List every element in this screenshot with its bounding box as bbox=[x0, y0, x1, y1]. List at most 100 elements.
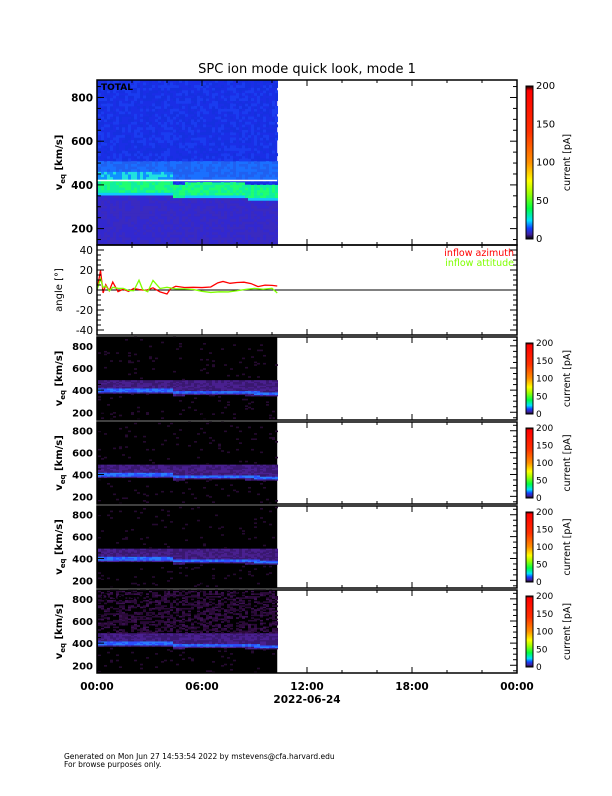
spectrogram-cell bbox=[191, 206, 194, 209]
spectrogram-cell bbox=[128, 93, 131, 96]
spectrogram-cell bbox=[146, 193, 149, 196]
spectrogram-cell bbox=[167, 458, 170, 460]
spectrogram-cell bbox=[275, 206, 278, 209]
spectrogram-cell bbox=[275, 137, 278, 140]
spectrogram-cell bbox=[227, 148, 230, 151]
spectrogram-cell bbox=[149, 174, 152, 177]
spectrogram-cell bbox=[152, 156, 155, 159]
spectrogram-cell bbox=[98, 161, 101, 164]
spectrogram-cell bbox=[245, 177, 248, 180]
spectrogram-cell bbox=[119, 96, 122, 99]
spectrogram-cell bbox=[119, 549, 122, 551]
spectrogram-cell bbox=[143, 190, 146, 193]
spectrogram-cell bbox=[104, 187, 107, 190]
spectrogram-cell bbox=[194, 200, 197, 203]
spectrogram-cell bbox=[161, 232, 164, 235]
spectrogram-cell bbox=[212, 143, 215, 146]
spectrogram-cell bbox=[116, 140, 119, 143]
spectrogram-cell bbox=[212, 203, 215, 206]
spectrogram-cell bbox=[140, 211, 143, 214]
spectrogram-cell bbox=[203, 124, 206, 127]
spectrogram-cell bbox=[143, 140, 146, 143]
spectrogram-cell bbox=[176, 348, 179, 350]
spectrogram-cell bbox=[128, 161, 131, 164]
spectrogram-cell bbox=[107, 166, 110, 169]
spectrogram-cell bbox=[107, 164, 110, 167]
spectrogram-cell bbox=[101, 127, 104, 130]
spectrogram-cell bbox=[224, 206, 227, 209]
spectrogram-cell bbox=[194, 166, 197, 169]
spectrogram-cell bbox=[215, 380, 218, 382]
spectrogram-cell bbox=[221, 132, 224, 135]
spectrogram-cell bbox=[224, 221, 227, 224]
spectrogram-cell bbox=[119, 232, 122, 235]
spectrogram-cell bbox=[161, 166, 164, 169]
spectrogram-cell bbox=[143, 143, 146, 146]
spectrogram-cell bbox=[149, 356, 152, 358]
spectrogram-cell bbox=[137, 208, 140, 211]
spectrogram-cell bbox=[107, 465, 110, 467]
spectrogram-cell bbox=[194, 132, 197, 135]
spectrogram-cell bbox=[188, 208, 191, 211]
spectrogram-cell bbox=[137, 166, 140, 169]
spectrogram-cell bbox=[194, 190, 197, 193]
spectrogram-cell bbox=[122, 227, 125, 230]
spectrogram-cell bbox=[197, 219, 200, 222]
spectrogram-cell bbox=[167, 465, 170, 467]
spectrogram-cell bbox=[134, 423, 137, 425]
spectrogram-cell bbox=[146, 111, 149, 114]
spectrogram-cell bbox=[242, 161, 245, 164]
spectrogram-cell bbox=[137, 360, 140, 362]
spectrogram-cell bbox=[137, 106, 140, 109]
spectrogram-cell bbox=[221, 465, 224, 467]
spectrogram-cell bbox=[158, 190, 161, 193]
spectrogram-cell bbox=[272, 177, 275, 180]
spectrogram-cell bbox=[128, 232, 131, 235]
spectrogram-cell bbox=[227, 172, 230, 175]
spectrogram-cell bbox=[251, 438, 254, 440]
spectrogram-cell bbox=[167, 101, 170, 104]
spectrogram-cell bbox=[206, 122, 209, 125]
spectrogram-cell bbox=[134, 145, 137, 148]
spectrogram-cell bbox=[212, 185, 215, 188]
spectrogram-cell bbox=[131, 122, 134, 125]
spectrogram-cell bbox=[221, 348, 224, 350]
spectrogram-cell bbox=[179, 413, 182, 415]
spectrogram-cell bbox=[98, 109, 101, 112]
spectrogram-cell bbox=[113, 412, 116, 414]
spectrogram-cell bbox=[116, 143, 119, 146]
spectrogram-cell bbox=[275, 431, 278, 433]
spectrogram-cell bbox=[242, 135, 245, 138]
spectrogram-cell bbox=[140, 193, 143, 196]
spectrogram-cell bbox=[188, 174, 191, 177]
spectrogram-cell bbox=[254, 137, 257, 140]
spectrogram-cell bbox=[110, 221, 113, 224]
spectrogram-cell bbox=[101, 166, 104, 169]
spectrogram-cell bbox=[197, 85, 200, 88]
spectrogram-cell bbox=[272, 111, 275, 114]
spectrogram-cell bbox=[215, 182, 218, 185]
spectrogram-cell bbox=[104, 114, 107, 117]
spectrogram-cell bbox=[275, 203, 278, 206]
spectrogram-cell bbox=[107, 172, 110, 175]
spectrogram-cell bbox=[158, 172, 161, 175]
spectrogram-cell bbox=[143, 229, 146, 232]
spectrogram-cell bbox=[230, 177, 233, 180]
spectrogram-cell bbox=[164, 101, 167, 104]
spectrogram-cell bbox=[257, 185, 260, 188]
spectrogram-cell bbox=[236, 185, 239, 188]
spectrogram-cell bbox=[248, 174, 251, 177]
spectrogram-cell bbox=[176, 190, 179, 193]
spectrogram-cell bbox=[245, 214, 248, 217]
spectrogram-cell bbox=[200, 224, 203, 227]
spectrogram-cell bbox=[164, 114, 167, 117]
spectrogram-cell bbox=[122, 172, 125, 175]
spectrogram-cell bbox=[242, 185, 245, 188]
spectrogram-cell bbox=[233, 132, 236, 135]
spectrogram-cell bbox=[269, 130, 272, 133]
spectrogram-cell bbox=[167, 232, 170, 235]
colorbar-tick-label: 200 bbox=[536, 339, 553, 349]
spectrogram-cell bbox=[272, 193, 275, 196]
spectrogram-cell bbox=[146, 214, 149, 217]
spectrogram-cell bbox=[197, 182, 200, 185]
